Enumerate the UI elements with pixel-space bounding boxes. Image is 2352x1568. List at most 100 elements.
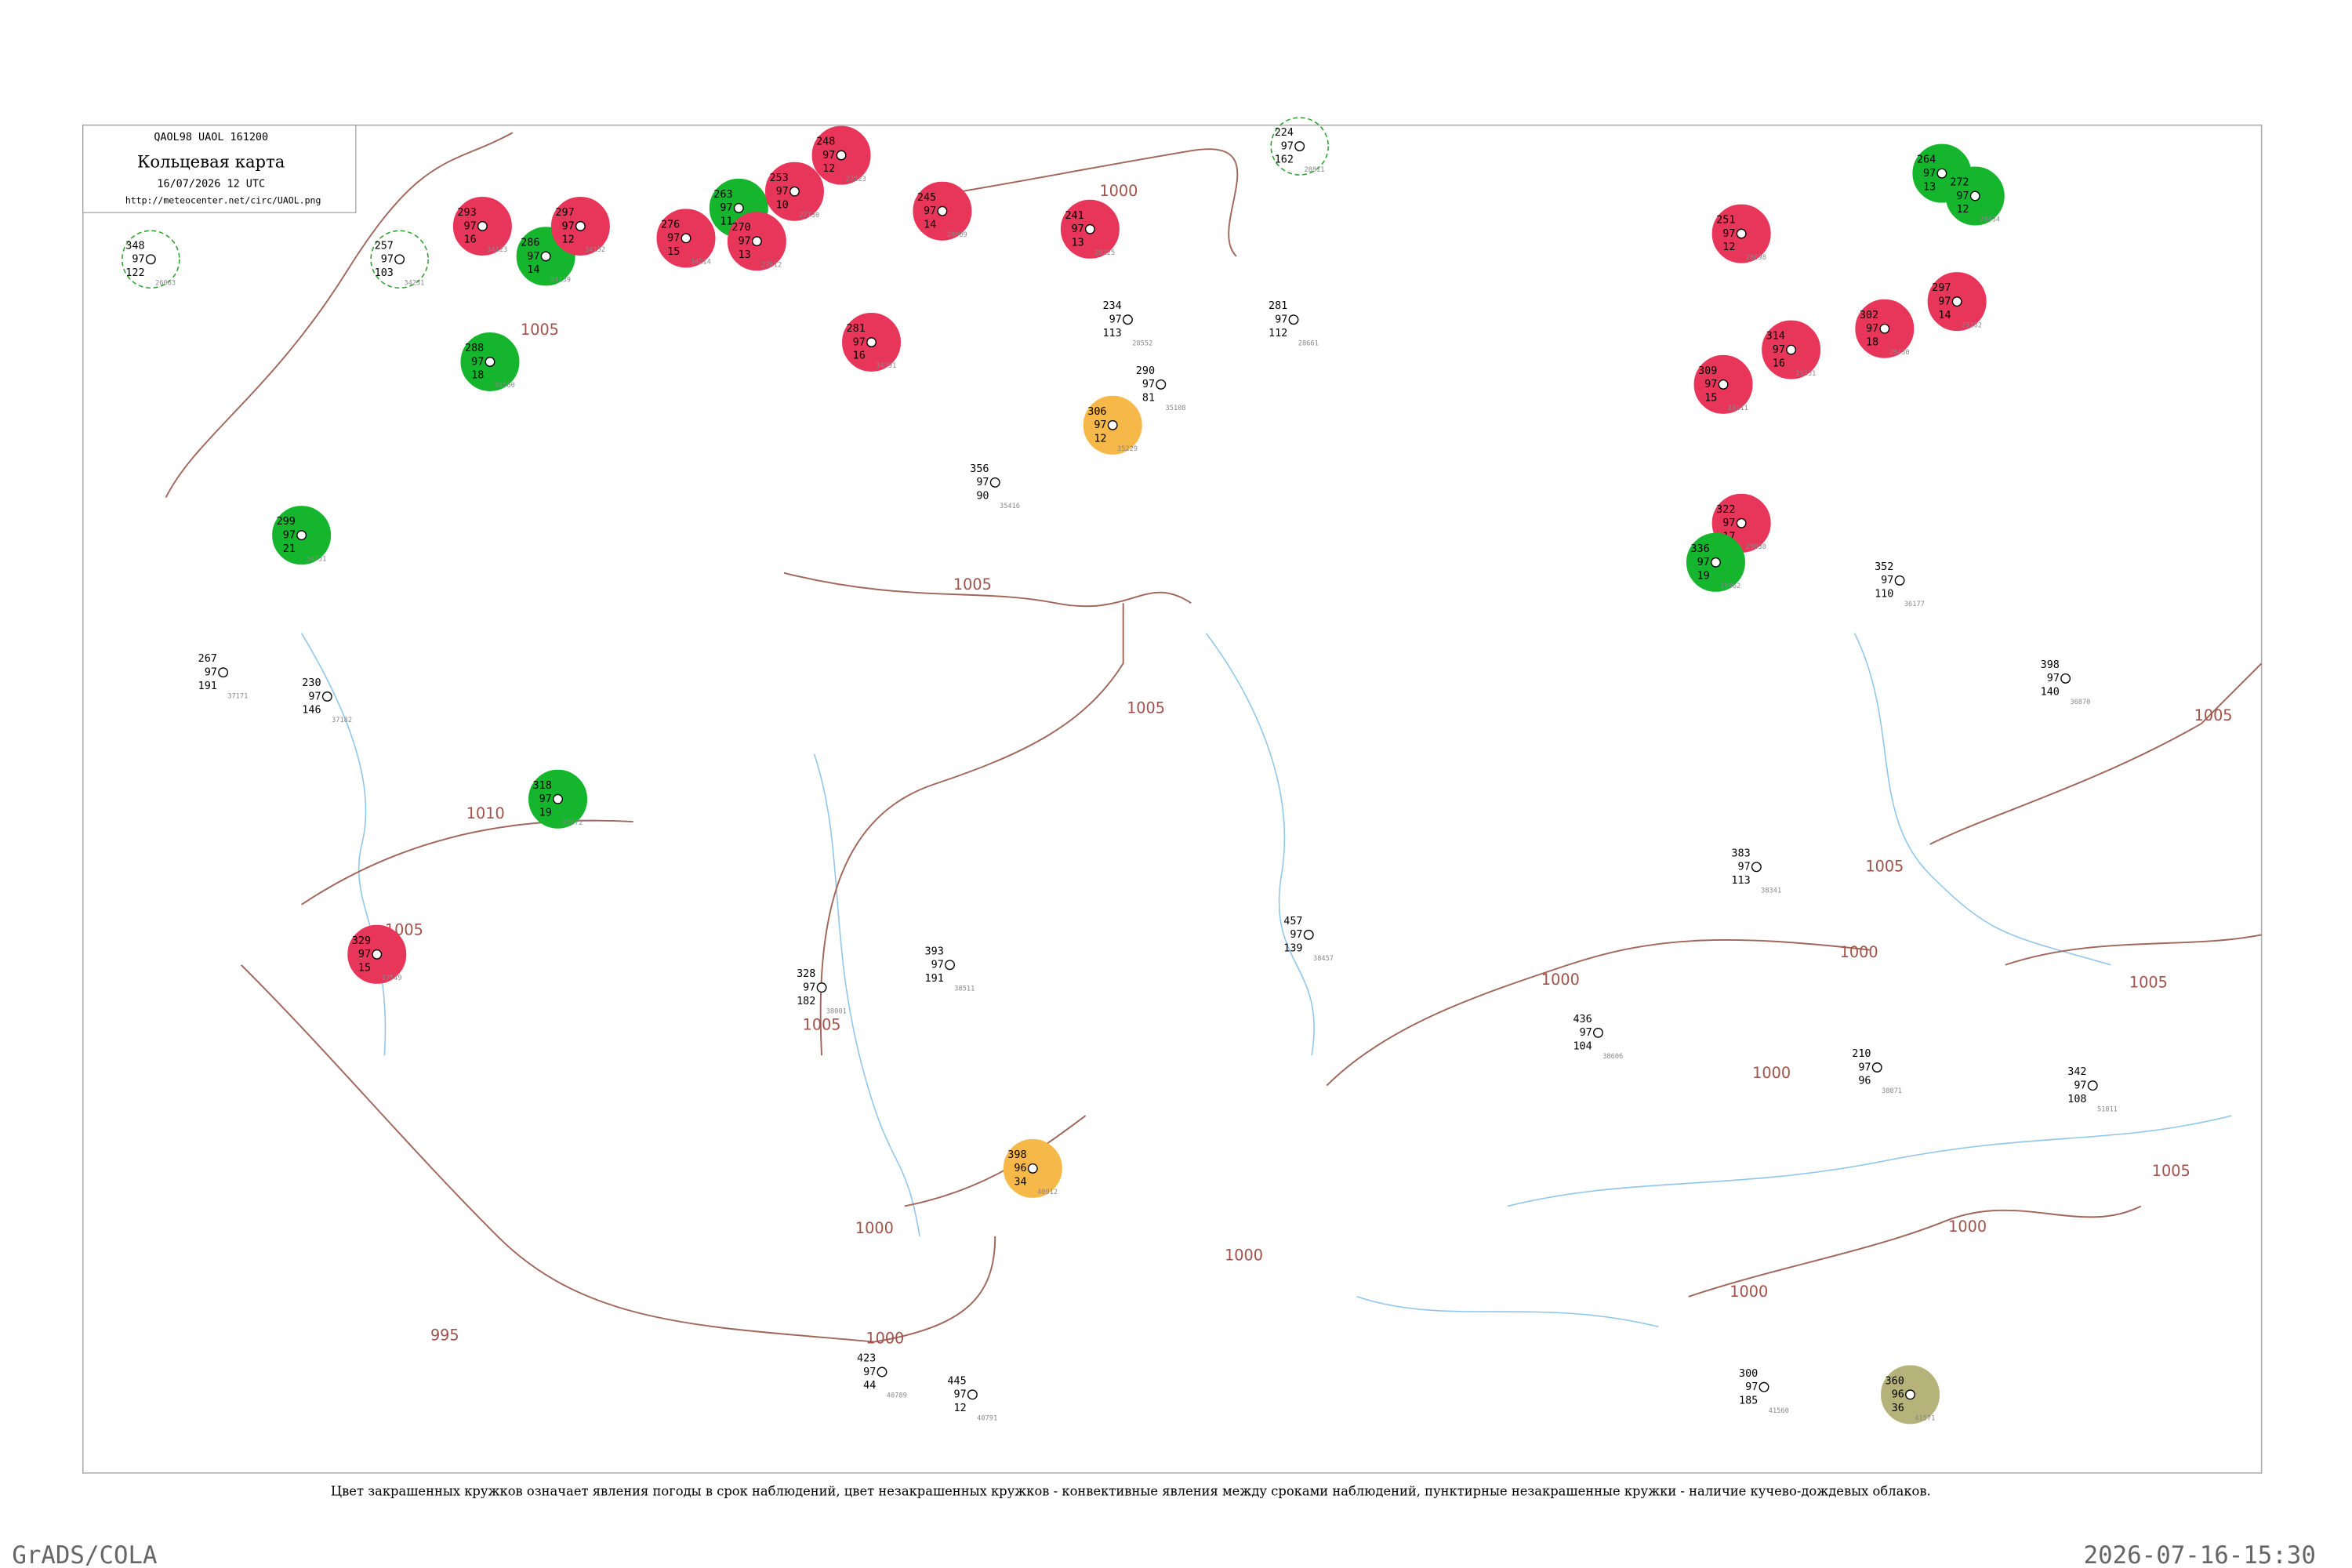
station-id: 29838 — [1746, 543, 1766, 551]
station: 342 97 108 51811 — [2067, 1066, 2118, 1113]
station-id: 36177 — [1904, 601, 1925, 608]
station-temp: 97 — [1109, 314, 1122, 326]
station-temp: 97 — [1722, 228, 1735, 240]
station-id: 34560 — [495, 382, 515, 390]
station-dot — [967, 1389, 978, 1400]
station-temp: 97 — [776, 186, 789, 198]
station: 336 97 19 29862 — [1686, 532, 1745, 592]
station-temp: 97 — [1275, 314, 1287, 326]
station-low: 16 — [463, 234, 476, 246]
header-url: http://meteocenter.net/circ/UAOL.png — [125, 195, 321, 206]
station-temp: 97 — [720, 202, 732, 214]
station-pressure: 342 — [2067, 1066, 2086, 1078]
station-id: 35416 — [1000, 503, 1020, 510]
isobar-label: 1005 — [803, 1015, 841, 1033]
station-id: 29111 — [1728, 405, 1748, 412]
station-id: 38606 — [1602, 1053, 1623, 1061]
station-temp: 97 — [1697, 557, 1710, 568]
isobar-label: 1010 — [466, 804, 505, 822]
station-temp: 97 — [471, 356, 484, 368]
station-dot — [1294, 141, 1305, 151]
station-low: 12 — [1094, 433, 1106, 445]
station-dot — [1303, 929, 1314, 940]
station: 360 96 36 41571 — [1881, 1365, 1940, 1425]
station-pressure: 398 — [2041, 659, 2060, 671]
station-pressure: 293 — [457, 207, 476, 219]
station-pressure: 445 — [947, 1375, 966, 1387]
station-id: 51811 — [2097, 1105, 2118, 1113]
station: 267 97 191 37171 — [198, 653, 249, 700]
station-pressure: 299 — [277, 516, 296, 528]
station-dot — [1736, 517, 1747, 528]
station: 423 97 44 40789 — [857, 1353, 907, 1400]
station-id: 41571 — [1915, 1415, 1935, 1423]
station-dot — [575, 221, 586, 231]
isobar-label: 1000 — [1948, 1218, 1987, 1236]
station-low: 104 — [1573, 1040, 1592, 1052]
station-temp: 97 — [1722, 517, 1735, 529]
station-low: 110 — [1875, 589, 1893, 601]
station-pressure: 263 — [713, 189, 732, 201]
station-pressure: 329 — [352, 935, 371, 947]
stations: 2939716341232869714341392979712341522769… — [122, 117, 2118, 1425]
station-temp: 97 — [308, 691, 321, 702]
isobar-label: 1000 — [1541, 971, 1580, 989]
station-dot — [145, 254, 156, 265]
station-low: 140 — [2041, 687, 2060, 699]
station-temp: 97 — [976, 477, 989, 488]
station-temp: 97 — [953, 1389, 966, 1401]
station-dot — [2087, 1080, 2098, 1091]
station-id: 37549 — [382, 975, 402, 982]
station-dot — [866, 337, 877, 347]
station-pressure: 436 — [1573, 1014, 1592, 1025]
station-pressure: 288 — [465, 343, 484, 354]
isobar-labels: 1000 1005 1010 1005 1005 1005 1005 1000 1000 995 1… — [385, 182, 2233, 1347]
station-id: 29430 — [1889, 349, 1910, 357]
station-temp: 96 — [1892, 1389, 1904, 1401]
station-temp: 97 — [667, 233, 680, 245]
station-pressure: 264 — [1917, 154, 1936, 166]
station-low: 16 — [1773, 358, 1785, 369]
station-id: 40791 — [977, 1415, 997, 1423]
station-temp: 97 — [205, 667, 217, 679]
station-id: 35108 — [1166, 405, 1186, 412]
station-low: 12 — [1722, 241, 1735, 253]
station-dot — [1759, 1381, 1769, 1392]
station-id: 34123 — [487, 246, 507, 254]
station-temp: 97 — [527, 251, 539, 263]
station-dot — [1871, 1062, 1882, 1073]
station-temp: 97 — [283, 530, 296, 542]
station-low: 182 — [797, 996, 815, 1007]
cb-ring — [1270, 117, 1330, 176]
station-pressure: 270 — [731, 222, 750, 234]
station-dot — [1894, 575, 1905, 586]
station-pressure: 328 — [797, 968, 815, 980]
station-dot — [1593, 1027, 1603, 1038]
station: 398 96 34 40912 — [1003, 1138, 1062, 1198]
station-low: 18 — [471, 370, 484, 382]
isobar-label: 1005 — [1865, 858, 1904, 876]
station: 309 97 15 29111 — [1693, 354, 1753, 414]
station-id: 41560 — [1769, 1407, 1789, 1415]
station-id: 38341 — [1761, 887, 1781, 895]
station: 329 97 15 37549 — [347, 924, 407, 984]
station-low: 16 — [853, 350, 866, 362]
station-low: 12 — [822, 163, 835, 175]
station-low: 12 — [953, 1403, 966, 1414]
station-pressure: 297 — [555, 207, 574, 219]
station-dot — [1084, 223, 1095, 234]
station-temp: 97 — [1580, 1027, 1592, 1039]
station-low: 34 — [1014, 1177, 1026, 1189]
station-low: 10 — [776, 199, 789, 211]
